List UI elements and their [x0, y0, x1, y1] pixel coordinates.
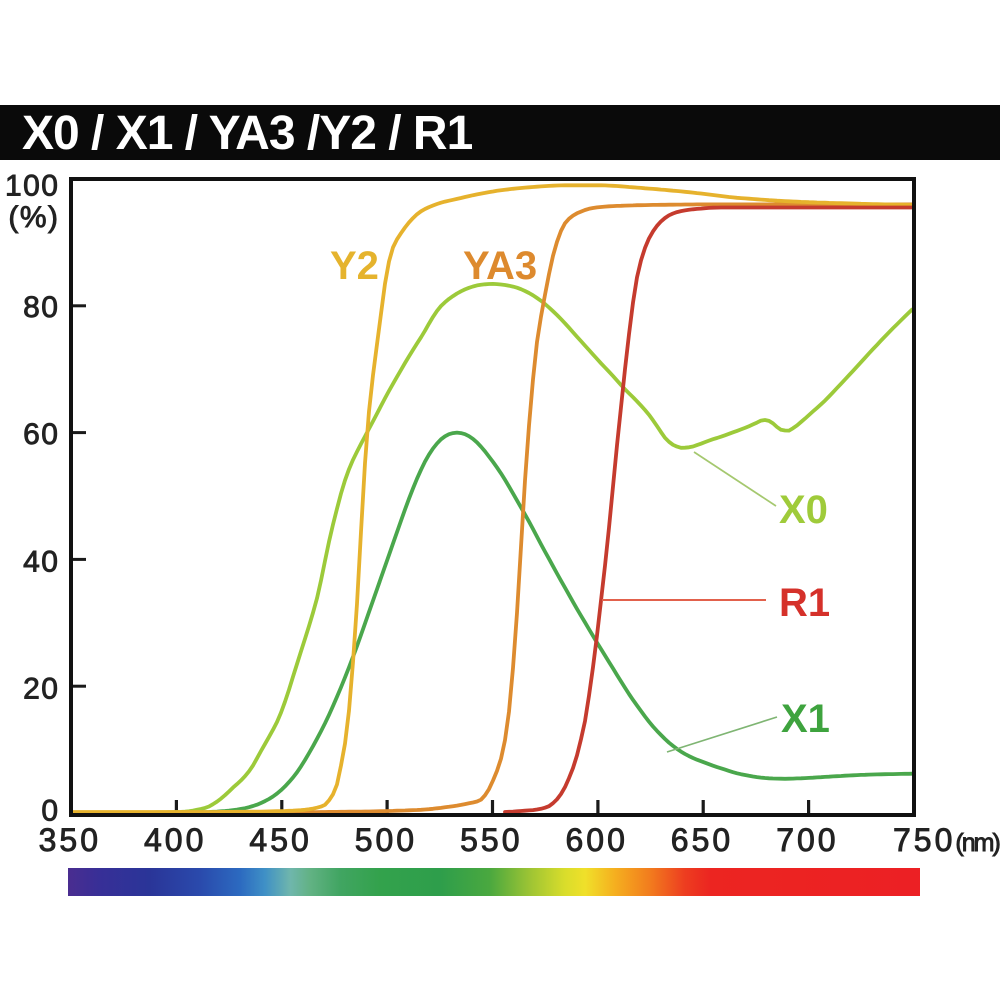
- svg-text:100: 100: [5, 170, 60, 203]
- svg-text:450: 450: [249, 822, 311, 858]
- svg-text:X1: X1: [781, 697, 830, 741]
- svg-text:350: 350: [39, 822, 101, 858]
- svg-text:(%): (%): [8, 201, 59, 234]
- svg-text:20: 20: [23, 673, 59, 706]
- svg-text:400: 400: [144, 822, 206, 858]
- svg-text:X0 / X1 / YA3 /Y2 / R1: X0 / X1 / YA3 /Y2 / R1: [22, 107, 473, 160]
- svg-text:R1: R1: [779, 581, 830, 625]
- svg-text:700: 700: [776, 822, 838, 858]
- svg-text:YA3: YA3: [463, 244, 537, 288]
- svg-text:X0: X0: [779, 488, 828, 532]
- svg-text:80: 80: [23, 291, 59, 324]
- svg-text:550: 550: [460, 822, 522, 858]
- svg-text:60: 60: [23, 418, 59, 451]
- svg-text:600: 600: [566, 822, 628, 858]
- svg-text:650: 650: [671, 822, 733, 858]
- svg-text:0: 0: [41, 795, 59, 828]
- svg-text:500: 500: [355, 822, 417, 858]
- svg-text:Y2: Y2: [330, 244, 379, 288]
- svg-text:750(nm): 750(nm): [893, 822, 999, 858]
- svg-text:40: 40: [23, 545, 59, 578]
